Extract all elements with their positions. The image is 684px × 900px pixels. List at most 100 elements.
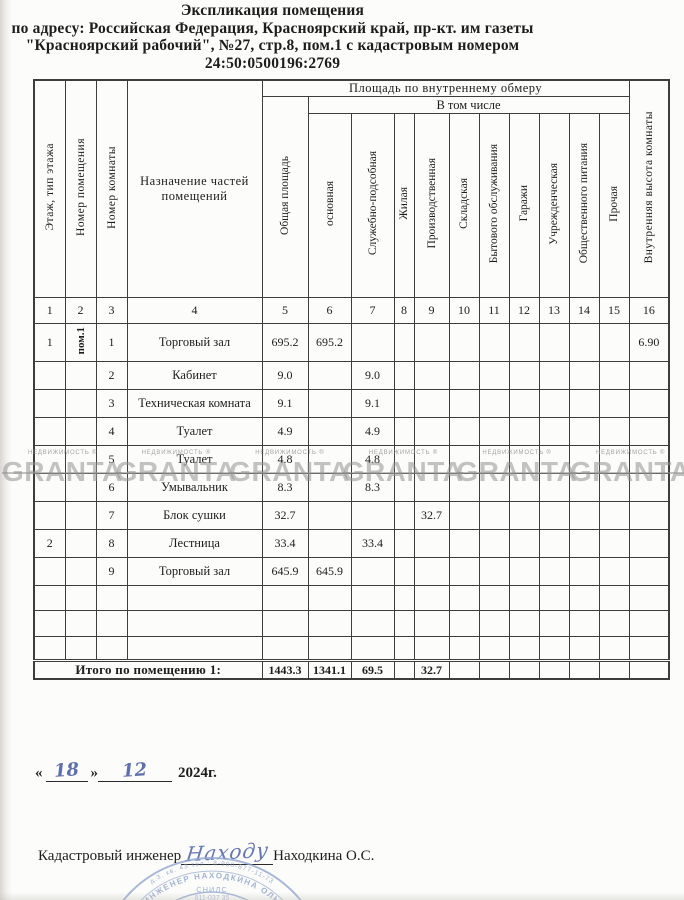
cell-value <box>568 389 600 418</box>
engineer-label: Кадастровый инженер <box>38 848 182 864</box>
total-cell-living <box>393 660 415 680</box>
title-line-1: Экспликация помещения <box>180 2 365 19</box>
cell-purpose: Кабинет <box>126 361 263 390</box>
cell-number: 6 <box>95 473 128 502</box>
table-row: 5 Туалет 4.8 4.8 <box>33 445 670 474</box>
cell-value <box>538 501 570 530</box>
cell-number <box>33 610 66 637</box>
cell-purpose: Лестница <box>126 529 263 558</box>
cell-value <box>413 417 450 446</box>
cell-value <box>448 557 480 586</box>
total-label: Итого по помещению 1: <box>33 660 263 680</box>
cell-value <box>350 501 395 530</box>
cell-value <box>448 585 480 611</box>
cell-number <box>64 610 97 637</box>
cell-number <box>33 361 66 390</box>
cell-value <box>538 417 570 446</box>
cell-number: 3 <box>95 389 128 418</box>
cell-number <box>33 389 66 418</box>
cell-value <box>628 610 670 637</box>
cell-value <box>307 501 352 530</box>
cell-number <box>64 557 97 586</box>
cell-value: 32.7 <box>261 501 309 530</box>
cell-value <box>478 323 510 362</box>
cell-purpose: Техническая комната <box>126 389 263 418</box>
document-title: Экспликация помещения по адресу: Российс… <box>0 2 545 72</box>
cell-value <box>568 585 600 611</box>
cell-value <box>307 585 352 611</box>
cell-value <box>478 361 510 390</box>
cell-purpose <box>126 636 263 661</box>
cell-value: 4.9 <box>261 417 309 446</box>
column-number-row: 1 2 3 4 5 6 7 8 9 10 11 12 13 14 15 16 <box>33 297 670 324</box>
cell-value <box>508 529 540 558</box>
cell-value <box>628 529 670 558</box>
header-row-group: Этаж, тип этажа Номер помещения Номер ко… <box>33 79 670 298</box>
header-area-group: Площадь по внутреннему обмеру <box>261 79 630 97</box>
signature-underline: Находу <box>181 838 274 866</box>
cell-value <box>393 610 415 637</box>
cell-value <box>393 445 415 474</box>
cell-value: 8.3 <box>350 473 395 502</box>
total-cell-industrial: 32.7 <box>413 660 450 680</box>
cell-number <box>95 585 128 611</box>
column-number: 3 <box>95 297 128 324</box>
cell-value <box>628 557 670 586</box>
cell-value: 6.90 <box>628 323 670 362</box>
handwritten-day: 18 <box>53 759 80 782</box>
cell-value <box>307 389 352 418</box>
cell-value <box>448 473 480 502</box>
table-row: 1 пом.1 1 Торговый зал 695.2 695.2 6.90 <box>33 323 670 362</box>
cell-value <box>261 585 309 611</box>
header-unit-number: Номер помещения <box>64 79 97 298</box>
total-cell <box>508 660 540 680</box>
cell-value <box>448 389 480 418</box>
cell-value <box>393 636 415 661</box>
cell-number <box>33 445 66 474</box>
cell-value <box>448 445 480 474</box>
cell-number: 7 <box>95 501 128 530</box>
cell-value <box>448 361 480 390</box>
header-industrial-area: Производственная <box>413 113 450 298</box>
cell-value <box>598 361 630 390</box>
cell-number <box>33 501 66 530</box>
header-institutional-area: Учрежденческая <box>538 113 570 298</box>
header-main-area: основная <box>307 113 352 298</box>
cell-value <box>448 501 480 530</box>
cell-value <box>538 323 570 362</box>
cell-value <box>413 585 450 611</box>
open-quote: « <box>35 765 43 781</box>
cell-value <box>413 473 450 502</box>
cell-value: 32.7 <box>413 501 450 530</box>
cell-value <box>508 557 540 586</box>
total-cell <box>628 660 670 680</box>
cell-number <box>95 636 128 661</box>
cell-number <box>64 445 97 474</box>
cell-number: 1 <box>95 323 128 362</box>
cell-value <box>538 361 570 390</box>
cell-number <box>64 529 97 558</box>
column-number: 6 <box>307 297 352 324</box>
column-number: 7 <box>350 297 395 324</box>
title-line-2: по адресу: Российская Федерация, Красноя… <box>11 19 534 37</box>
cell-value <box>538 557 570 586</box>
cell-value <box>478 585 510 611</box>
header-other-area: Прочая <box>598 113 630 298</box>
cell-value <box>628 473 670 502</box>
cell-value: 9.1 <box>350 389 395 418</box>
table-row: 4 Туалет 4.9 4.9 <box>33 417 670 446</box>
date-line: « 18 » 12 2024г. <box>35 759 217 782</box>
cell-value <box>568 557 600 586</box>
table-row: 2 Кабинет 9.0 9.0 <box>33 361 670 390</box>
total-cell-total-area: 1443.3 <box>261 660 309 680</box>
total-cell <box>478 660 510 680</box>
cell-value <box>393 323 415 362</box>
cell-value <box>628 445 670 474</box>
cell-value <box>393 389 415 418</box>
cell-value <box>538 529 570 558</box>
cell-number <box>33 636 66 661</box>
cell-value <box>568 473 600 502</box>
title-line-3: "Красноярский рабочий", №27, стр.8, пом.… <box>25 37 520 54</box>
cell-number: 1 <box>33 323 66 362</box>
